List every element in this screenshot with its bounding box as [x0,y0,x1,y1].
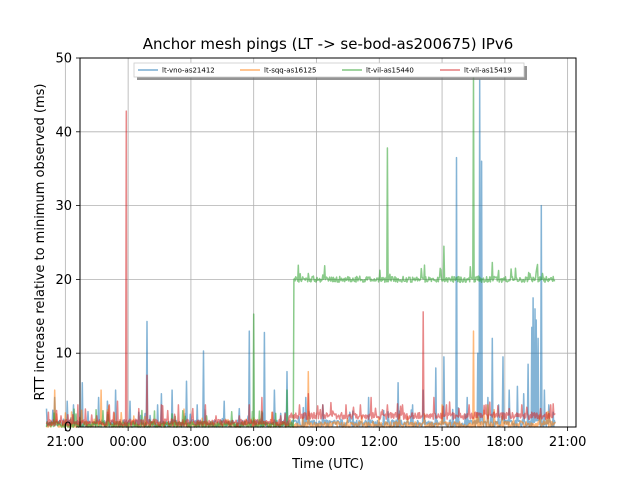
y-tick-label: 40 [55,125,72,140]
legend: lt-vno-as21412 lt-sqq-as16125 lt-vil-as154… [133,62,527,80]
y-tick-label: 50 [55,52,72,67]
y-tick-label: 10 [55,347,72,362]
x-axis: 21:00 00:00 03:00 06:00 09:00 12:00 15:00 18:00… [47,427,586,450]
x-tick-label: 00:00 [109,435,146,450]
chart-title: Anchor mesh pings (LT -> se-bod-as200675… [143,35,514,53]
legend-label: lt-vil-as15419 [464,67,512,75]
y-tick-label: 0 [64,421,72,436]
x-tick-label: 12:00 [361,435,398,450]
grid-lines [64,57,576,428]
legend-label: lt-vil-as15440 [366,67,414,75]
x-axis-title: Time (UTC) [291,457,364,472]
y-axis-title: RTT increase relative to minimum observe… [33,84,48,401]
y-tick-label: 20 [55,273,72,288]
x-tick-label: 21:00 [47,435,84,450]
x-tick-label: 18:00 [486,435,523,450]
x-tick-label: 09:00 [298,435,335,450]
legend-label: lt-vno-as21412 [162,67,215,75]
legend-label: lt-sqq-as16125 [264,67,316,75]
x-tick-label: 06:00 [235,435,272,450]
plot-frame [79,57,577,428]
x-tick-label: 15:00 [423,435,460,450]
legend-box [133,62,525,78]
series-line-lt-vil-as15419 [45,110,556,427]
x-tick-label: 03:00 [172,435,209,450]
plot-area [45,75,556,428]
x-tick-label: 21:00 [549,435,586,450]
y-axis: 0 10 20 30 40 50 [55,52,80,436]
y-tick-label: 30 [55,199,72,214]
